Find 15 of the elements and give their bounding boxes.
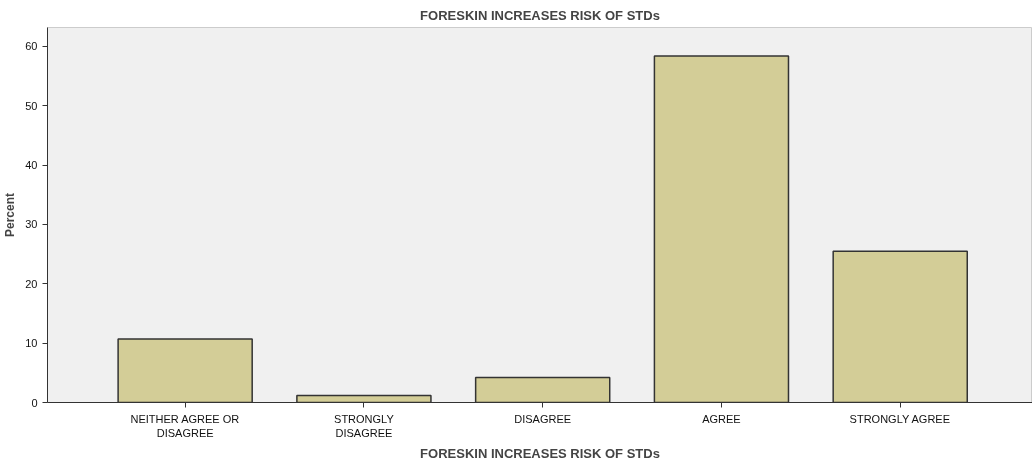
x-tick-label: STRONGLY DISAGREE <box>334 412 395 439</box>
y-tick-label: 10 <box>25 337 38 350</box>
y-tick-label: 30 <box>25 218 38 231</box>
chart-title: FORESKIN INCREASES RISK OF STDs <box>420 7 660 23</box>
y-tick-label: 60 <box>25 40 38 53</box>
y-tick-label: 20 <box>25 277 38 290</box>
x-tick-label: DISAGREE <box>514 412 572 425</box>
x-tick-label: STRONGLY AGREE <box>849 412 951 425</box>
y-axis-title: Percent <box>3 192 18 238</box>
x-tick-label: NEITHER AGREE OR DISAGREE <box>130 412 240 439</box>
y-tick-label: 50 <box>25 99 38 112</box>
x-axis-title: FORESKIN INCREASES RISK OF STDs <box>420 445 660 461</box>
y-tick-label: 0 <box>31 396 38 409</box>
y-tick-label: 40 <box>25 159 38 172</box>
x-tick-label: AGREE <box>702 412 741 425</box>
